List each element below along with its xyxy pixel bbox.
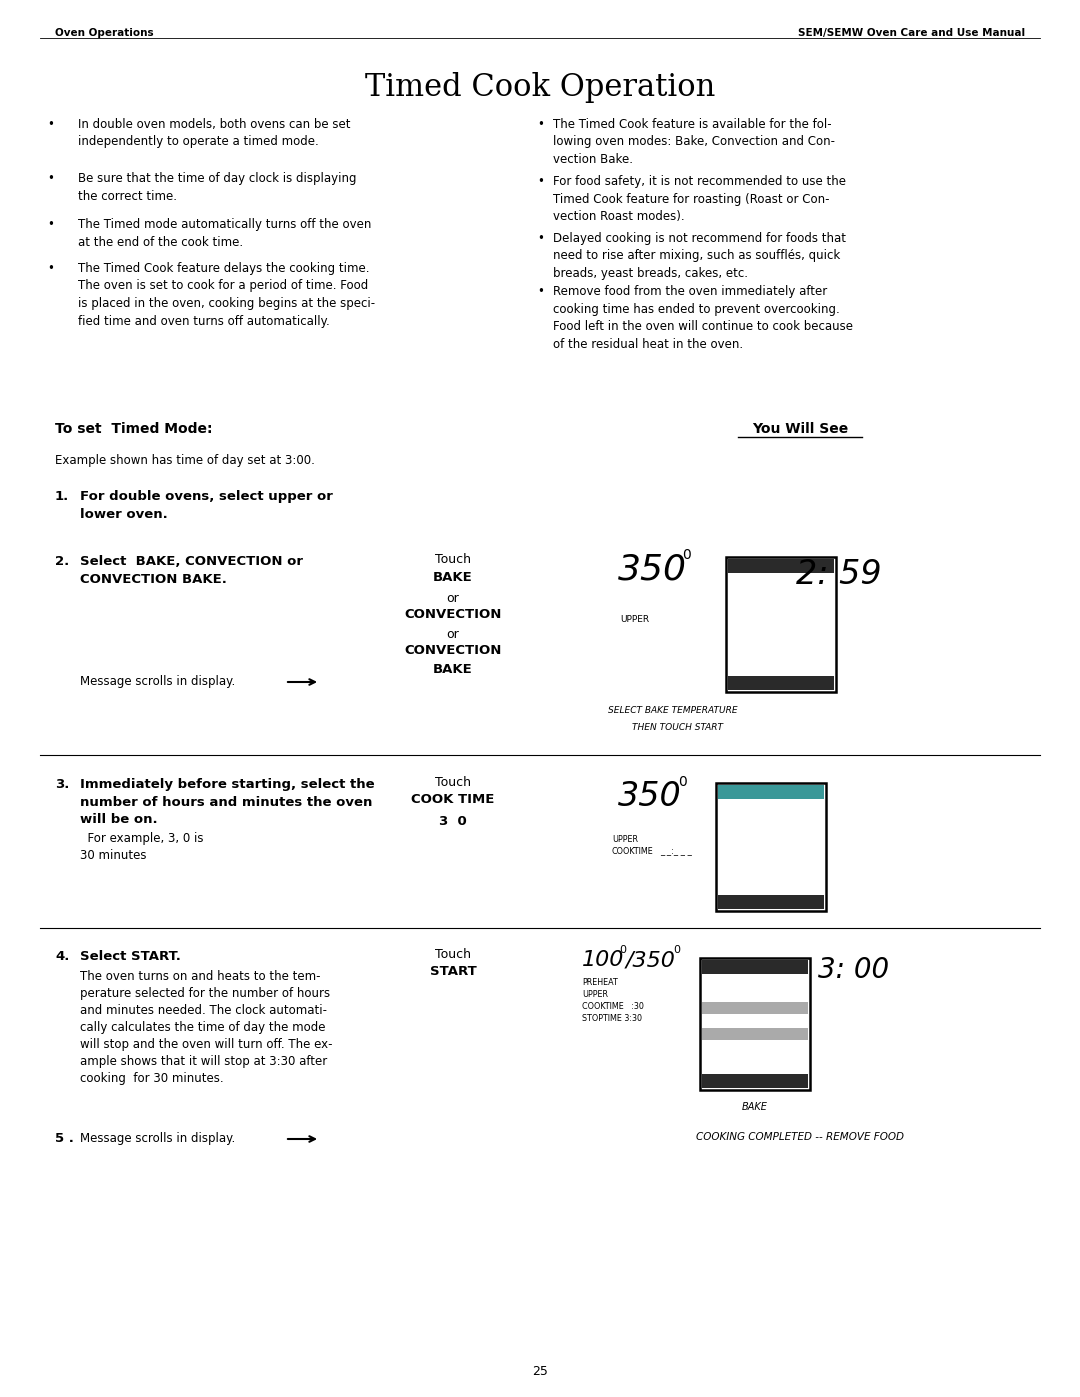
Text: To set  Timed Mode:: To set Timed Mode:: [55, 422, 213, 436]
Text: CONVECTION: CONVECTION: [404, 608, 502, 622]
Text: Message scrolls in display.: Message scrolls in display.: [80, 1132, 235, 1146]
Text: BAKE: BAKE: [742, 1102, 768, 1112]
Text: •: •: [537, 175, 544, 189]
Text: UPPER: UPPER: [582, 990, 608, 999]
Text: 3: 00: 3: 00: [818, 956, 889, 983]
Bar: [728, 676, 834, 690]
Text: Timed Cook Operation: Timed Cook Operation: [365, 73, 715, 103]
Text: BAKE: BAKE: [433, 664, 473, 676]
Text: 3.: 3.: [55, 778, 69, 791]
Text: Touch: Touch: [435, 553, 471, 566]
Text: Touch: Touch: [435, 949, 471, 961]
Text: The Timed mode automatically turns off the oven
at the end of the cook time.: The Timed mode automatically turns off t…: [78, 218, 372, 249]
Text: THEN TOUCH START: THEN TOUCH START: [632, 724, 723, 732]
Text: _ _:_ _ _: _ _:_ _ _: [660, 847, 692, 856]
Text: STOPTIME 3:30: STOPTIME 3:30: [582, 1014, 642, 1023]
Text: Example shown has time of day set at 3:00.: Example shown has time of day set at 3:0…: [55, 454, 315, 467]
Text: 0: 0: [619, 944, 626, 956]
Text: COOKTIME   :30: COOKTIME :30: [582, 1002, 644, 1011]
Text: or: or: [447, 629, 459, 641]
Text: Delayed cooking is not recommend for foods that
need to rise after mixing, such : Delayed cooking is not recommend for foo…: [553, 232, 846, 279]
Text: For example, 3, 0 is
30 minutes: For example, 3, 0 is 30 minutes: [80, 833, 203, 862]
Bar: [718, 785, 824, 799]
Bar: [718, 895, 824, 909]
Text: •: •: [48, 117, 54, 131]
Text: 0: 0: [681, 548, 691, 562]
Text: In double oven models, both ovens can be set
independently to operate a timed mo: In double oven models, both ovens can be…: [78, 117, 351, 148]
Text: 2: 59: 2: 59: [796, 557, 881, 591]
Text: PREHEAT: PREHEAT: [582, 978, 618, 988]
Text: UPPER: UPPER: [620, 615, 649, 624]
Bar: [728, 559, 834, 573]
Text: 350: 350: [618, 780, 681, 813]
Text: Select  BAKE, CONVECTION or
CONVECTION BAKE.: Select BAKE, CONVECTION or CONVECTION BA…: [80, 555, 303, 585]
Text: •: •: [537, 232, 544, 244]
Text: The Timed Cook feature delays the cooking time.
The oven is set to cook for a pe: The Timed Cook feature delays the cookin…: [78, 263, 375, 327]
Text: •: •: [537, 285, 544, 298]
Text: 3  0: 3 0: [440, 814, 467, 828]
Text: 350: 350: [618, 553, 687, 587]
Text: CONVECTION: CONVECTION: [404, 644, 502, 657]
Bar: [716, 782, 826, 911]
Text: Message scrolls in display.: Message scrolls in display.: [80, 675, 235, 687]
Bar: [702, 1074, 808, 1088]
Text: 25: 25: [532, 1365, 548, 1377]
Bar: [702, 960, 808, 974]
Text: 4.: 4.: [55, 950, 69, 963]
Text: /350: /350: [626, 950, 676, 970]
Bar: [702, 1028, 808, 1039]
Text: SEM/SEMW Oven Care and Use Manual: SEM/SEMW Oven Care and Use Manual: [798, 28, 1025, 38]
Text: 5 .: 5 .: [55, 1132, 73, 1146]
Text: Touch: Touch: [435, 775, 471, 789]
Text: Oven Operations: Oven Operations: [55, 28, 153, 38]
Text: For food safety, it is not recommended to use the
Timed Cook feature for roastin: For food safety, it is not recommended t…: [553, 175, 846, 224]
Text: Be sure that the time of day clock is displaying
the correct time.: Be sure that the time of day clock is di…: [78, 172, 356, 203]
Text: 0: 0: [673, 944, 680, 956]
Text: Immediately before starting, select the
number of hours and minutes the oven
wil: Immediately before starting, select the …: [80, 778, 375, 826]
Text: 2.: 2.: [55, 555, 69, 569]
Text: 0: 0: [678, 775, 687, 789]
Text: SELECT BAKE TEMPERATURE: SELECT BAKE TEMPERATURE: [608, 705, 738, 715]
Text: or: or: [447, 592, 459, 605]
Text: COOKING COMPLETED -- REMOVE FOOD: COOKING COMPLETED -- REMOVE FOOD: [696, 1132, 904, 1141]
Text: •: •: [537, 117, 544, 131]
Text: The oven turns on and heats to the tem-
perature selected for the number of hour: The oven turns on and heats to the tem- …: [80, 970, 333, 1085]
Text: 1.: 1.: [55, 490, 69, 503]
Text: The Timed Cook feature is available for the fol-
lowing oven modes: Bake, Convec: The Timed Cook feature is available for …: [553, 117, 835, 166]
Text: 100: 100: [582, 950, 624, 970]
Text: COOK TIME: COOK TIME: [411, 793, 495, 806]
Text: Select START.: Select START.: [80, 950, 180, 963]
Text: •: •: [48, 218, 54, 231]
Text: START: START: [430, 965, 476, 978]
Bar: [702, 1002, 808, 1014]
Text: •: •: [48, 172, 54, 184]
Text: •: •: [48, 263, 54, 275]
Bar: [726, 557, 836, 692]
Text: UPPER: UPPER: [612, 835, 638, 844]
Text: You Will See: You Will See: [752, 422, 848, 436]
Bar: [700, 958, 810, 1090]
Text: COOKTIME: COOKTIME: [612, 847, 653, 856]
Text: For double ovens, select upper or
lower oven.: For double ovens, select upper or lower …: [80, 490, 333, 521]
Text: Remove food from the oven immediately after
cooking time has ended to prevent ov: Remove food from the oven immediately af…: [553, 285, 853, 351]
Text: BAKE: BAKE: [433, 571, 473, 584]
